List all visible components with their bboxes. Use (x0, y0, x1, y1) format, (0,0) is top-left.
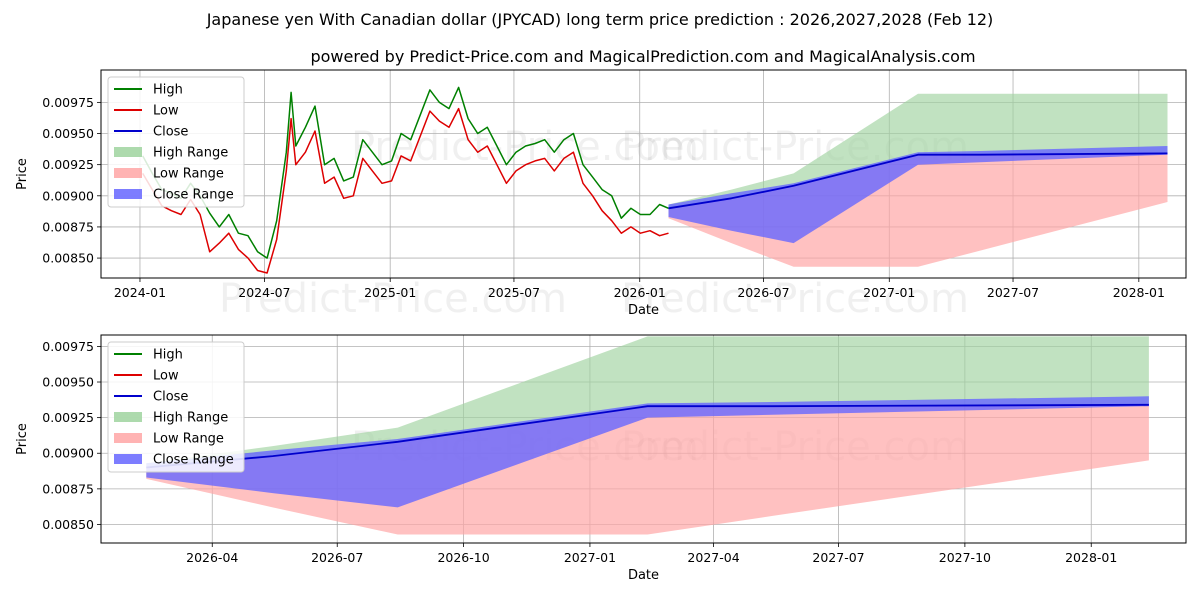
legend-swatch-close-range (114, 189, 142, 199)
y-tick-label: 0.00975 (42, 95, 94, 110)
plot-frame (100, 69, 1187, 279)
legend-swatch-close-range (114, 454, 142, 464)
legend-label-low: Low (153, 369, 179, 384)
legend-label-close: Close (153, 125, 188, 140)
y-tick-label: 0.00950 (42, 375, 94, 390)
y-tick-label: 0.00900 (42, 188, 94, 203)
high-range-area (668, 93, 1168, 209)
y-tick-label: 0.00950 (42, 126, 94, 141)
legend-label-high: High (153, 83, 183, 98)
y-tick-label: 0.00850 (42, 517, 94, 532)
y-tick-label: 0.00875 (42, 219, 94, 234)
x-tick-label: 2024-07 (238, 285, 290, 300)
legend-swatch-high-range (114, 412, 142, 422)
chart-title: Japanese yen With Canadian dollar (JPYCA… (206, 10, 994, 29)
long-term-panel: Predict-Price.comPredict-Price.comPredic… (15, 69, 1187, 322)
x-tick-label: 2025-01 (364, 285, 416, 300)
x-axis-label: Date (628, 303, 659, 318)
x-tick-label: 2027-01 (863, 285, 915, 300)
close-range-area (146, 396, 1149, 508)
watermark-text: Predict-Price.com (621, 276, 969, 322)
x-tick-label: 2027-04 (687, 550, 739, 565)
y-tick-label: 0.00875 (42, 481, 94, 496)
watermark-text: Predict-Price.com (219, 276, 567, 322)
low-series-line (142, 107, 669, 274)
close-series-line (146, 403, 1149, 469)
y-tick-label: 0.00925 (42, 410, 94, 425)
legend-label-close: Close (153, 390, 188, 405)
high-series-line (142, 86, 669, 259)
x-tick-label: 2024-01 (114, 285, 166, 300)
legend-label-close-range: Close Range (153, 453, 234, 468)
x-tick-label: 2026-04 (186, 550, 238, 565)
x-tick-label: 2027-10 (939, 550, 991, 565)
x-tick-label: 2027-07 (987, 285, 1039, 300)
legend-label-high-range: High Range (153, 146, 228, 161)
x-tick-label: 2027-07 (812, 550, 864, 565)
x-tick-label: 2026-07 (311, 550, 363, 565)
forecast-zoom-panel: Predict-Price.comPredict-Price.com2026-0… (15, 334, 1187, 583)
legend: High Low Close High Range Low Range Close Ran… (107, 341, 245, 473)
y-axis-label: Price (15, 423, 30, 455)
close-series-line (668, 152, 1168, 210)
legend: High Low Close High Range Low Range Close Ran… (107, 76, 245, 208)
legend-label-high: High (153, 348, 183, 363)
legend-swatch-low-range (114, 168, 142, 178)
x-tick-label: 2026-07 (737, 285, 789, 300)
plot-frame (100, 334, 1187, 544)
x-tick-label: 2028-01 (1065, 550, 1117, 565)
x-axis-label: Date (628, 568, 659, 583)
legend-label-low-range: Low Range (153, 432, 224, 447)
x-tick-label: 2026-01 (614, 285, 666, 300)
chart-subtitle: powered by Predict-Price.com and Magical… (310, 47, 975, 66)
y-tick-label: 0.00900 (42, 446, 94, 461)
x-tick-label: 2026-10 (437, 550, 489, 565)
legend-label-high-range: High Range (153, 411, 228, 426)
high-range-area (146, 336, 1149, 468)
legend-label-close-range: Close Range (153, 188, 234, 203)
y-tick-label: 0.00925 (42, 157, 94, 172)
legend-swatch-low-range (114, 433, 142, 443)
x-tick-label: 2027-01 (564, 550, 616, 565)
y-axis-label: Price (15, 158, 30, 190)
y-tick-label: 0.00975 (42, 339, 94, 354)
close-range-area (668, 146, 1168, 244)
y-tick-label: 0.00850 (42, 251, 94, 266)
legend-label-low-range: Low Range (153, 167, 224, 182)
x-tick-label: 2025-07 (488, 285, 540, 300)
x-tick-label: 2028-01 (1113, 285, 1165, 300)
legend-swatch-high-range (114, 147, 142, 157)
legend-label-low: Low (153, 104, 179, 119)
